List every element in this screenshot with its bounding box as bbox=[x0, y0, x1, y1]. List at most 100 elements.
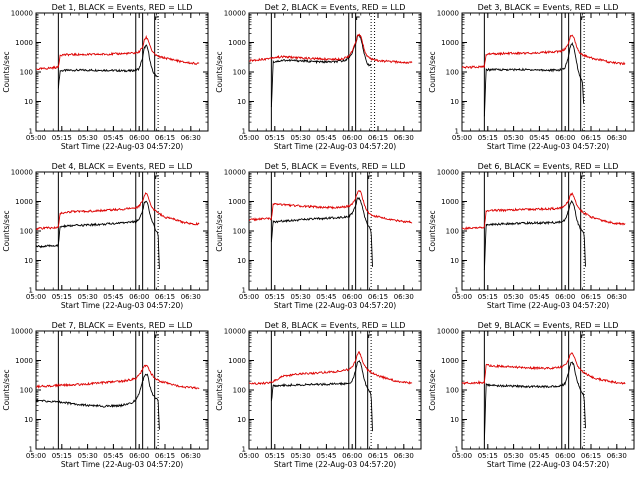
x-tick-label: 06:30 bbox=[394, 293, 414, 301]
x-tick-label: 06:15 bbox=[155, 134, 175, 142]
y-tick-label: 1000 bbox=[15, 198, 33, 206]
x-axis-label: Start Time (22-Aug-03 04:57:20) bbox=[487, 142, 609, 151]
series-line-events bbox=[36, 373, 160, 430]
x-tick-label: 06:00 bbox=[342, 452, 362, 460]
y-tick-label: 1 bbox=[29, 446, 33, 454]
y-tick-label: 1000 bbox=[441, 357, 459, 365]
x-tick-label: 05:45 bbox=[529, 134, 549, 142]
x-tick-label: 06:15 bbox=[581, 134, 601, 142]
y-axis-label: Counts/sec bbox=[428, 210, 437, 251]
y-tick-label: 10 bbox=[237, 257, 246, 265]
x-tick-label: 06:15 bbox=[368, 134, 388, 142]
y-tick-label: 1 bbox=[29, 128, 33, 136]
series-line-lld bbox=[36, 192, 200, 231]
x-tick-label: 06:15 bbox=[368, 293, 388, 301]
x-tick-label: 05:00 bbox=[452, 452, 472, 460]
y-tick-label: 10000 bbox=[224, 169, 246, 177]
y-tick-label: 10000 bbox=[437, 169, 459, 177]
x-tick-label: 06:15 bbox=[155, 452, 175, 460]
y-tick-label: 1000 bbox=[228, 357, 246, 365]
y-tick-label: 10 bbox=[24, 98, 33, 106]
series-line-lld bbox=[462, 192, 626, 231]
detector-panel-6: Det 6, BLACK = Events, RED = LLD Start Ti… bbox=[428, 162, 635, 310]
plot-frame bbox=[461, 330, 635, 450]
y-tick-label: 1 bbox=[242, 128, 246, 136]
x-tick-label: 06:30 bbox=[181, 134, 201, 142]
y-tick-label: 10 bbox=[24, 257, 33, 265]
y-axis-label: Counts/sec bbox=[428, 369, 437, 410]
x-tick-label: 05:15 bbox=[52, 134, 72, 142]
x-tick-label: 06:00 bbox=[342, 293, 362, 301]
x-tick-label: 05:30 bbox=[291, 452, 311, 460]
x-tick-label: 05:45 bbox=[103, 452, 123, 460]
x-tick-label: 05:30 bbox=[504, 452, 524, 460]
marker-bracket bbox=[155, 16, 159, 20]
detector-panel-5: Det 5, BLACK = Events, RED = LLD Start Ti… bbox=[215, 162, 422, 310]
x-axis-label: Start Time (22-Aug-03 04:57:20) bbox=[487, 460, 609, 469]
y-tick-label: 100 bbox=[20, 69, 33, 77]
panel-title: Det 2, BLACK = Events, RED = LLD bbox=[265, 3, 406, 12]
y-axis-label: Counts/sec bbox=[428, 51, 437, 92]
x-tick-label: 05:00 bbox=[239, 293, 259, 301]
detector-panel-8: Det 8, BLACK = Events, RED = LLD Start Ti… bbox=[215, 321, 422, 469]
y-tick-label: 1 bbox=[455, 128, 459, 136]
x-tick-label: 06:30 bbox=[394, 452, 414, 460]
marker-bracket bbox=[581, 334, 585, 338]
x-tick-label: 06:00 bbox=[555, 293, 575, 301]
x-axis-label: Start Time (22-Aug-03 04:57:20) bbox=[274, 301, 396, 310]
x-tick-label: 05:45 bbox=[316, 452, 336, 460]
y-axis-label: Counts/sec bbox=[215, 51, 224, 92]
marker-bracket bbox=[155, 175, 159, 179]
x-tick-label: 05:00 bbox=[26, 293, 46, 301]
x-axis-label: Start Time (22-Aug-03 04:57:20) bbox=[487, 301, 609, 310]
panel-title: Det 8, BLACK = Events, RED = LLD bbox=[265, 321, 406, 330]
x-tick-label: 05:00 bbox=[239, 134, 259, 142]
panel-title: Det 6, BLACK = Events, RED = LLD bbox=[478, 162, 619, 171]
y-tick-label: 10000 bbox=[11, 328, 33, 336]
y-tick-label: 1 bbox=[242, 287, 246, 295]
y-axis-label: Counts/sec bbox=[2, 51, 11, 92]
panel-title: Det 3, BLACK = Events, RED = LLD bbox=[478, 3, 619, 12]
y-tick-label: 100 bbox=[446, 69, 459, 77]
x-tick-label: 05:30 bbox=[78, 452, 98, 460]
y-tick-label: 100 bbox=[233, 387, 246, 395]
x-axis-label: Start Time (22-Aug-03 04:57:20) bbox=[274, 460, 396, 469]
plot-frame bbox=[35, 171, 209, 291]
x-tick-label: 05:45 bbox=[529, 293, 549, 301]
x-tick-label: 05:00 bbox=[26, 134, 46, 142]
series-line-events bbox=[483, 41, 585, 117]
panel-title: Det 4, BLACK = Events, RED = LLD bbox=[52, 162, 193, 171]
plot-frame bbox=[35, 12, 209, 132]
y-tick-label: 1000 bbox=[15, 39, 33, 47]
x-tick-label: 06:30 bbox=[181, 452, 201, 460]
detector-panel-9: Det 9, BLACK = Events, RED = LLD Start Ti… bbox=[428, 321, 635, 469]
series-line-lld bbox=[36, 364, 200, 390]
x-tick-label: 06:15 bbox=[368, 452, 388, 460]
series-line-lld bbox=[249, 33, 413, 65]
y-tick-label: 10 bbox=[450, 257, 459, 265]
panel-title: Det 1, BLACK = Events, RED = LLD bbox=[52, 3, 193, 12]
series-line-events bbox=[270, 197, 373, 267]
x-tick-label: 05:30 bbox=[78, 134, 98, 142]
marker-bracket bbox=[356, 16, 360, 20]
panel-title: Det 5, BLACK = Events, RED = LLD bbox=[265, 162, 406, 171]
y-tick-label: 10000 bbox=[437, 10, 459, 18]
plot-frame bbox=[35, 330, 209, 450]
detector-panel-3: Det 3, BLACK = Events, RED = LLD Start Ti… bbox=[428, 3, 635, 151]
y-tick-label: 1 bbox=[455, 287, 459, 295]
y-axis-label: Counts/sec bbox=[215, 210, 224, 251]
x-tick-label: 06:00 bbox=[129, 452, 149, 460]
x-tick-label: 05:15 bbox=[478, 293, 498, 301]
series-line-lld bbox=[462, 34, 626, 69]
x-axis-label: Start Time (22-Aug-03 04:57:20) bbox=[274, 142, 396, 151]
y-axis-label: Counts/sec bbox=[215, 369, 224, 410]
y-tick-label: 1 bbox=[455, 446, 459, 454]
x-tick-label: 06:30 bbox=[394, 134, 414, 142]
x-tick-label: 05:00 bbox=[452, 134, 472, 142]
panel-title: Det 9, BLACK = Events, RED = LLD bbox=[478, 321, 619, 330]
x-tick-label: 05:00 bbox=[239, 452, 259, 460]
x-tick-label: 05:15 bbox=[265, 452, 285, 460]
plot-frame bbox=[248, 12, 422, 132]
x-axis-label: Start Time (22-Aug-03 04:57:20) bbox=[61, 142, 183, 151]
